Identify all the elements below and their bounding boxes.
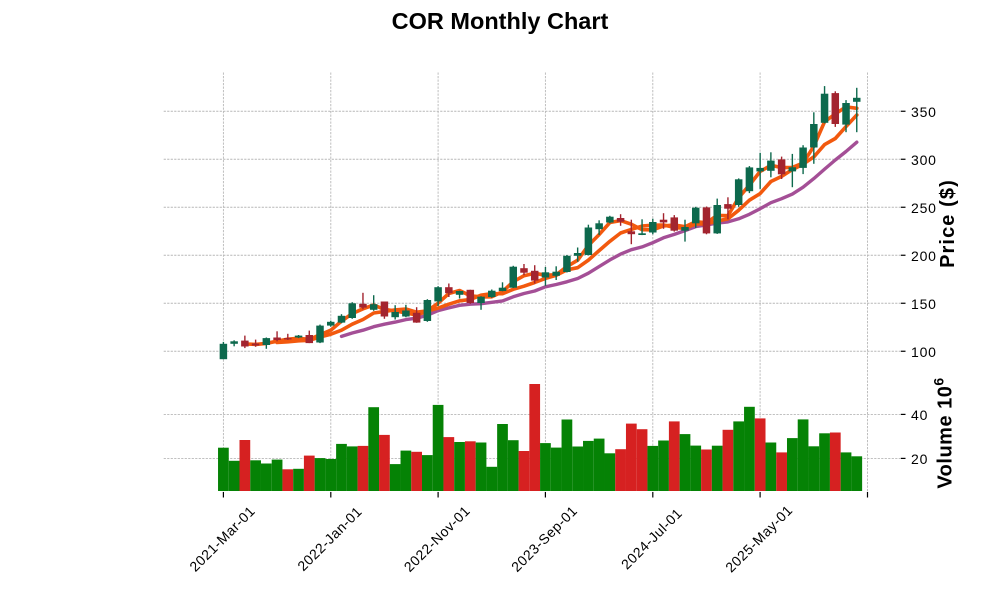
svg-text:40: 40 (911, 407, 928, 423)
svg-text:Volume 106: Volume 106 (931, 377, 957, 488)
svg-text:COR Monthly Chart: COR Monthly Chart (392, 8, 609, 34)
svg-text:200: 200 (911, 248, 937, 264)
svg-text:350: 350 (911, 104, 937, 120)
svg-text:100: 100 (911, 344, 937, 360)
svg-text:150: 150 (911, 296, 937, 312)
svg-text:300: 300 (911, 152, 937, 168)
svg-text:250: 250 (911, 200, 937, 216)
svg-text:20: 20 (911, 451, 928, 467)
svg-text:Price ($): Price ($) (937, 179, 959, 268)
